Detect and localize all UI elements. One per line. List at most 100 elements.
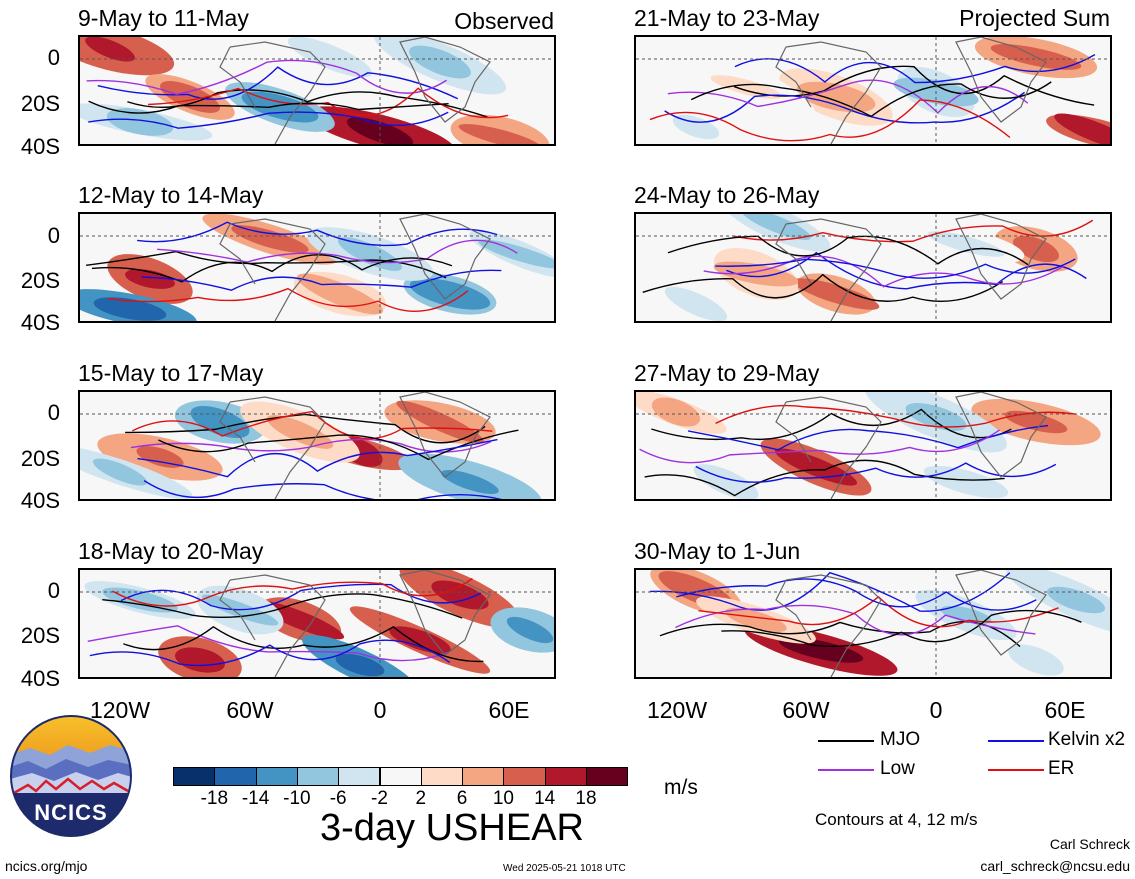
coastline-africa xyxy=(955,392,1047,478)
shading-blob xyxy=(1054,113,1110,144)
footer-url[interactable]: ncics.org/mjo xyxy=(5,858,88,874)
contour-line xyxy=(141,269,502,291)
x-tick-label: 120W xyxy=(646,697,708,723)
shading-blob xyxy=(710,75,782,99)
panel-label: Projected Sum xyxy=(959,5,1110,31)
coastline-africa xyxy=(955,214,1047,300)
legend-line-low xyxy=(818,769,874,771)
contour-line xyxy=(667,79,1029,114)
contour-line xyxy=(715,258,1076,279)
contour-line xyxy=(91,254,453,283)
shading-blob xyxy=(1008,644,1064,676)
map-field xyxy=(78,390,556,501)
coastline-africa xyxy=(399,214,491,300)
coastline-africa xyxy=(955,37,1047,123)
colorbar-swatch xyxy=(462,767,505,786)
shading-blob xyxy=(1046,586,1106,614)
colorbar-tick-label: 10 xyxy=(492,788,514,809)
contour-line xyxy=(132,410,493,440)
contour-line xyxy=(664,91,1026,124)
shading-blob xyxy=(672,114,720,140)
coastline-south-america xyxy=(775,218,882,321)
colorbar-swatch xyxy=(586,767,629,786)
map-shading xyxy=(80,37,554,144)
shading-blob xyxy=(506,616,554,644)
contour-line xyxy=(88,111,449,129)
shading-blob xyxy=(923,465,1009,499)
shading-blob xyxy=(651,397,701,427)
coastline-south-america xyxy=(775,41,882,144)
coastline-africa xyxy=(399,37,491,123)
y-tick-label: 0 xyxy=(47,45,60,70)
y-tick-label: 0 xyxy=(47,223,60,248)
map-shading xyxy=(80,570,554,677)
shading-blob xyxy=(409,45,471,79)
contour-line xyxy=(703,255,1065,288)
colorbar-swatch xyxy=(544,767,587,786)
contour-line xyxy=(676,578,1037,611)
map-field xyxy=(634,35,1112,146)
legend-line-mjo xyxy=(818,740,874,742)
shading-blob xyxy=(136,446,184,468)
colorbar-swatch xyxy=(420,767,464,786)
contour-line xyxy=(137,221,498,247)
contour-line xyxy=(87,625,448,662)
legend-label-er: ER xyxy=(1048,758,1075,779)
coastline-south-america xyxy=(219,41,326,144)
map-shading xyxy=(80,392,554,499)
panel-title: 30-May to 1-Jun xyxy=(634,538,801,564)
shading-blob xyxy=(409,278,491,310)
y-tick-label: 20S xyxy=(20,268,60,293)
footer-email[interactable]: carl_schreck@ncsu.edu xyxy=(980,858,1130,874)
contour-line xyxy=(86,250,447,279)
contour-line xyxy=(732,219,1094,243)
ncics-logo: NCICS xyxy=(10,715,132,837)
contour-line xyxy=(695,462,1057,483)
coastline-south-america xyxy=(219,218,326,321)
legend-label-mjo: MJO xyxy=(880,729,921,750)
map-shading xyxy=(636,37,1110,144)
contour-line xyxy=(112,577,473,607)
contour-line xyxy=(137,438,498,478)
coastline-africa xyxy=(955,570,1047,656)
y-tick-label: 40S xyxy=(20,488,60,513)
contour-line xyxy=(642,273,1004,303)
shading-blob xyxy=(1013,235,1059,263)
contour-line xyxy=(148,87,509,119)
coastline-south-america xyxy=(775,396,882,499)
contour-line xyxy=(123,625,484,663)
colorbar-tick-label: -10 xyxy=(283,788,311,809)
x-tick-label: 120W xyxy=(89,697,151,723)
x-tick-label: 60E xyxy=(1044,697,1086,723)
colorbar-swatch xyxy=(503,767,546,786)
contour-line xyxy=(667,235,1029,266)
shading-blob xyxy=(396,400,484,444)
x-tick-label: 0 xyxy=(929,697,943,723)
coastline-south-america xyxy=(775,574,882,677)
x-tick-label: 60W xyxy=(226,697,274,723)
colorbar-swatch xyxy=(379,767,422,786)
shading-blob xyxy=(431,580,489,610)
legend-line-er xyxy=(988,769,1044,771)
contour-line xyxy=(102,593,463,619)
contour-line xyxy=(649,99,1011,142)
colorbar-tick-label: 2 xyxy=(415,788,427,809)
shading-blob xyxy=(389,626,451,654)
y-tick-label: 40S xyxy=(20,134,60,159)
shading-blob xyxy=(792,278,880,310)
contour-line xyxy=(86,59,447,96)
contour-line xyxy=(97,66,459,100)
shading-blob xyxy=(92,458,148,486)
legend-line-kelvin xyxy=(988,740,1044,742)
shading-blob xyxy=(231,225,309,253)
shading-blob xyxy=(175,647,225,673)
colorbar-tick-label: -2 xyxy=(371,788,388,809)
panel-title: 21-May to 23-May xyxy=(634,5,820,31)
colorbar-tick-label: -18 xyxy=(200,788,229,809)
y-tick-label: 20S xyxy=(20,446,60,471)
colorbar-units: m/s xyxy=(664,776,698,799)
contour-line xyxy=(639,429,1000,464)
shading-blob xyxy=(713,261,799,287)
contour-line xyxy=(726,251,1087,290)
y-tick-label: 0 xyxy=(47,400,60,425)
